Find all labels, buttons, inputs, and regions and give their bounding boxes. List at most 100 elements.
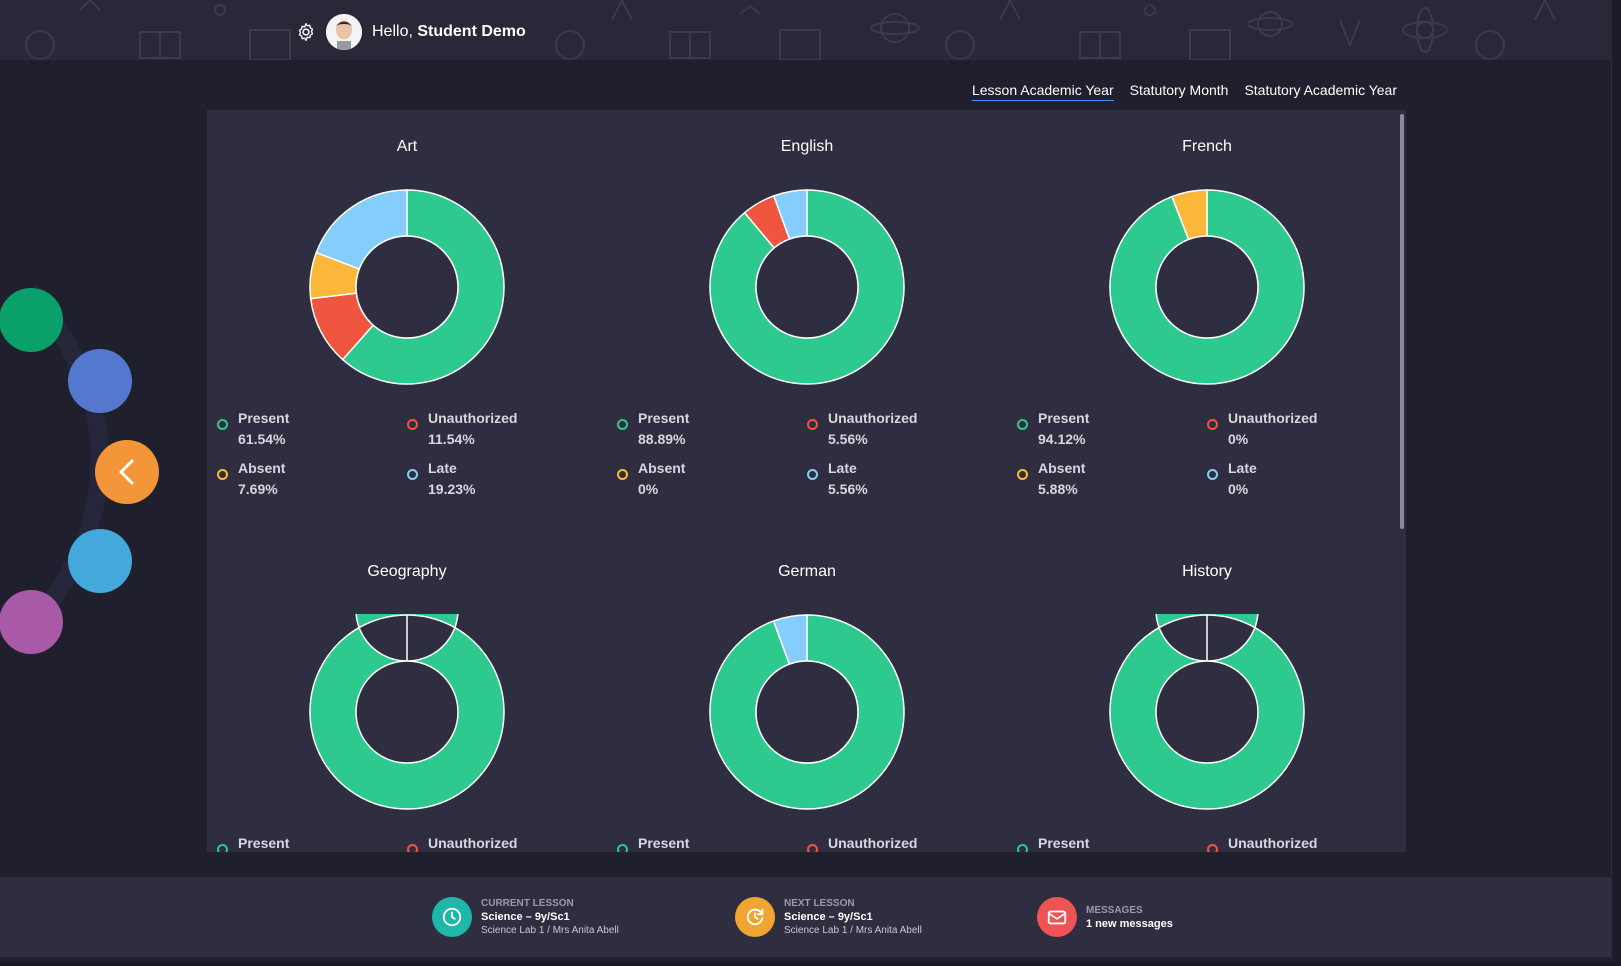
next-clock-icon [735, 897, 775, 937]
legend-value: 0% [638, 481, 659, 497]
attendance-card-art: Art Present 61.54% Unauthorized 11.54% Absent… [207, 110, 607, 530]
chart-legend: PresentUnauthorizedAbsentLate [217, 833, 607, 852]
nav-item-2[interactable] [68, 349, 132, 413]
donut-hole [1155, 235, 1259, 339]
legend-text: Unauthorized 5.56% [828, 408, 917, 450]
legend-item-present[interactable]: Present [1017, 833, 1207, 852]
attendance-panel: Art Present 61.54% Unauthorized 11.54% Absent… [207, 110, 1406, 852]
period-tabs: Lesson Academic Year Statutory Month Sta… [971, 82, 1397, 101]
legend-text: Present 61.54% [238, 408, 289, 450]
messages-label: MESSAGES [1086, 904, 1143, 916]
legend-item-unauthorized[interactable]: Unauthorized [807, 833, 997, 852]
legend-text: Late 0% [1228, 458, 1257, 500]
legend-item-late[interactable]: Late 0% [1207, 458, 1397, 500]
legend-label: Present [638, 835, 690, 851]
legend-text: Present 94.12% [1038, 408, 1089, 450]
legend-label: Unauthorized [428, 410, 518, 426]
legend-text: Present [1038, 833, 1089, 852]
legend-label: Late [828, 460, 857, 476]
legend-text: Present [638, 833, 689, 852]
legend-marker-absent [617, 469, 628, 480]
gear-icon[interactable] [296, 22, 316, 42]
tab-statutory-academic-year[interactable]: Statutory Academic Year [1244, 82, 1397, 98]
legend-value: 88.89% [638, 431, 686, 447]
legend-marker-present [217, 419, 228, 430]
messages[interactable]: MESSAGES 1 new messages [1037, 897, 1173, 937]
nav-item-4[interactable] [68, 529, 132, 593]
nav-item-5[interactable] [0, 590, 63, 654]
chart-legend: Present 88.89% Unauthorized 5.56% Absent 0% La… [617, 408, 1007, 500]
legend-marker-late [407, 469, 418, 480]
legend-value: 19.23% [428, 481, 476, 497]
legend-text: Unauthorized [428, 833, 517, 852]
current-lesson[interactable]: CURRENT LESSON Science – 9y/Sc1 Science … [432, 897, 619, 937]
legend-item-late[interactable]: Late 5.56% [807, 458, 997, 500]
donut-chart-history [1109, 614, 1305, 810]
user-name: Student Demo [417, 23, 526, 40]
nav-item-1[interactable] [0, 288, 63, 352]
legend-marker-present [1017, 419, 1028, 430]
legend-marker-late [1207, 469, 1218, 480]
legend-item-unauthorized[interactable]: Unauthorized [407, 833, 597, 852]
nav-back-button[interactable] [95, 440, 159, 504]
legend-item-unauthorized[interactable]: Unauthorized 5.56% [807, 408, 997, 450]
legend-label: Present [238, 410, 290, 426]
donut-chart-geography [309, 614, 505, 810]
legend-marker-present [217, 844, 228, 852]
chart-title: English [780, 138, 834, 155]
panel-scrollbar[interactable] [1400, 114, 1404, 529]
user-menu[interactable]: Hello, Student Demo [296, 14, 526, 50]
current-lesson-title: Science – 9y/Sc1 [481, 911, 570, 923]
legend-item-present[interactable]: Present [617, 833, 807, 852]
legend-text: Unauthorized [828, 833, 917, 852]
current-lesson-detail: Science Lab 1 / Mrs Anita Abell [481, 925, 619, 936]
legend-item-unauthorized[interactable]: Unauthorized [1207, 833, 1397, 852]
legend-marker-unauthorized [807, 844, 818, 852]
legend-value: 5.56% [828, 431, 868, 447]
legend-value: 11.54% [428, 431, 475, 447]
legend-item-present[interactable]: Present 61.54% [217, 408, 407, 450]
legend-label: Unauthorized [1228, 835, 1318, 851]
legend-item-absent[interactable]: Absent 0% [617, 458, 807, 500]
avatar[interactable] [326, 14, 362, 50]
donut-hole [355, 660, 459, 764]
legend-item-late[interactable]: Late 19.23% [407, 458, 597, 500]
messages-count: 1 new messages [1086, 917, 1173, 930]
doodle-background [25, 0, 1556, 60]
legend-item-present[interactable]: Present [217, 833, 407, 852]
legend-label: Unauthorized [428, 835, 518, 851]
greeting-text: Hello, [372, 23, 413, 40]
chart-title: German [778, 563, 836, 580]
legend-item-present[interactable]: Present 88.89% [617, 408, 807, 450]
legend-text: Unauthorized 11.54% [428, 408, 517, 450]
legend-item-absent[interactable]: Absent 5.88% [1017, 458, 1207, 500]
legend-text: Present [238, 833, 289, 852]
next-lesson[interactable]: NEXT LESSON Science – 9y/Sc1 Science Lab… [735, 897, 922, 937]
legend-value: 5.56% [828, 481, 868, 497]
donut-chart-french [1109, 189, 1305, 385]
donut-chart-german [709, 614, 905, 810]
legend-marker-unauthorized [407, 419, 418, 430]
legend-label: Unauthorized [828, 835, 918, 851]
legend-marker-present [617, 844, 628, 852]
legend-value: 94.12% [1038, 431, 1086, 447]
chart-legend: PresentUnauthorizedAbsentLate [1017, 833, 1406, 852]
donut-hole [355, 235, 459, 339]
legend-marker-present [1017, 844, 1028, 852]
legend-text: Late 5.56% [828, 458, 868, 500]
legend-item-absent[interactable]: Absent 7.69% [217, 458, 407, 500]
tab-lesson-academic-year[interactable]: Lesson Academic Year [971, 82, 1114, 101]
legend-item-unauthorized[interactable]: Unauthorized 11.54% [407, 408, 597, 450]
legend-item-present[interactable]: Present 94.12% [1017, 408, 1207, 450]
legend-value: 61.54% [238, 431, 286, 447]
legend-label: Present [1038, 410, 1090, 426]
legend-label: Present [238, 835, 290, 851]
legend-marker-absent [1017, 469, 1028, 480]
attendance-card-english: English Present 88.89% Unauthorized 5.56% Abs… [607, 110, 1007, 530]
footer-bar: CURRENT LESSON Science – 9y/Sc1 Science … [0, 877, 1612, 957]
chart-legend: Present 94.12% Unauthorized 0% Absent 5.88% La… [1017, 408, 1406, 500]
legend-item-unauthorized[interactable]: Unauthorized 0% [1207, 408, 1397, 450]
chart-title: French [1182, 138, 1232, 155]
tab-statutory-month[interactable]: Statutory Month [1129, 82, 1229, 98]
